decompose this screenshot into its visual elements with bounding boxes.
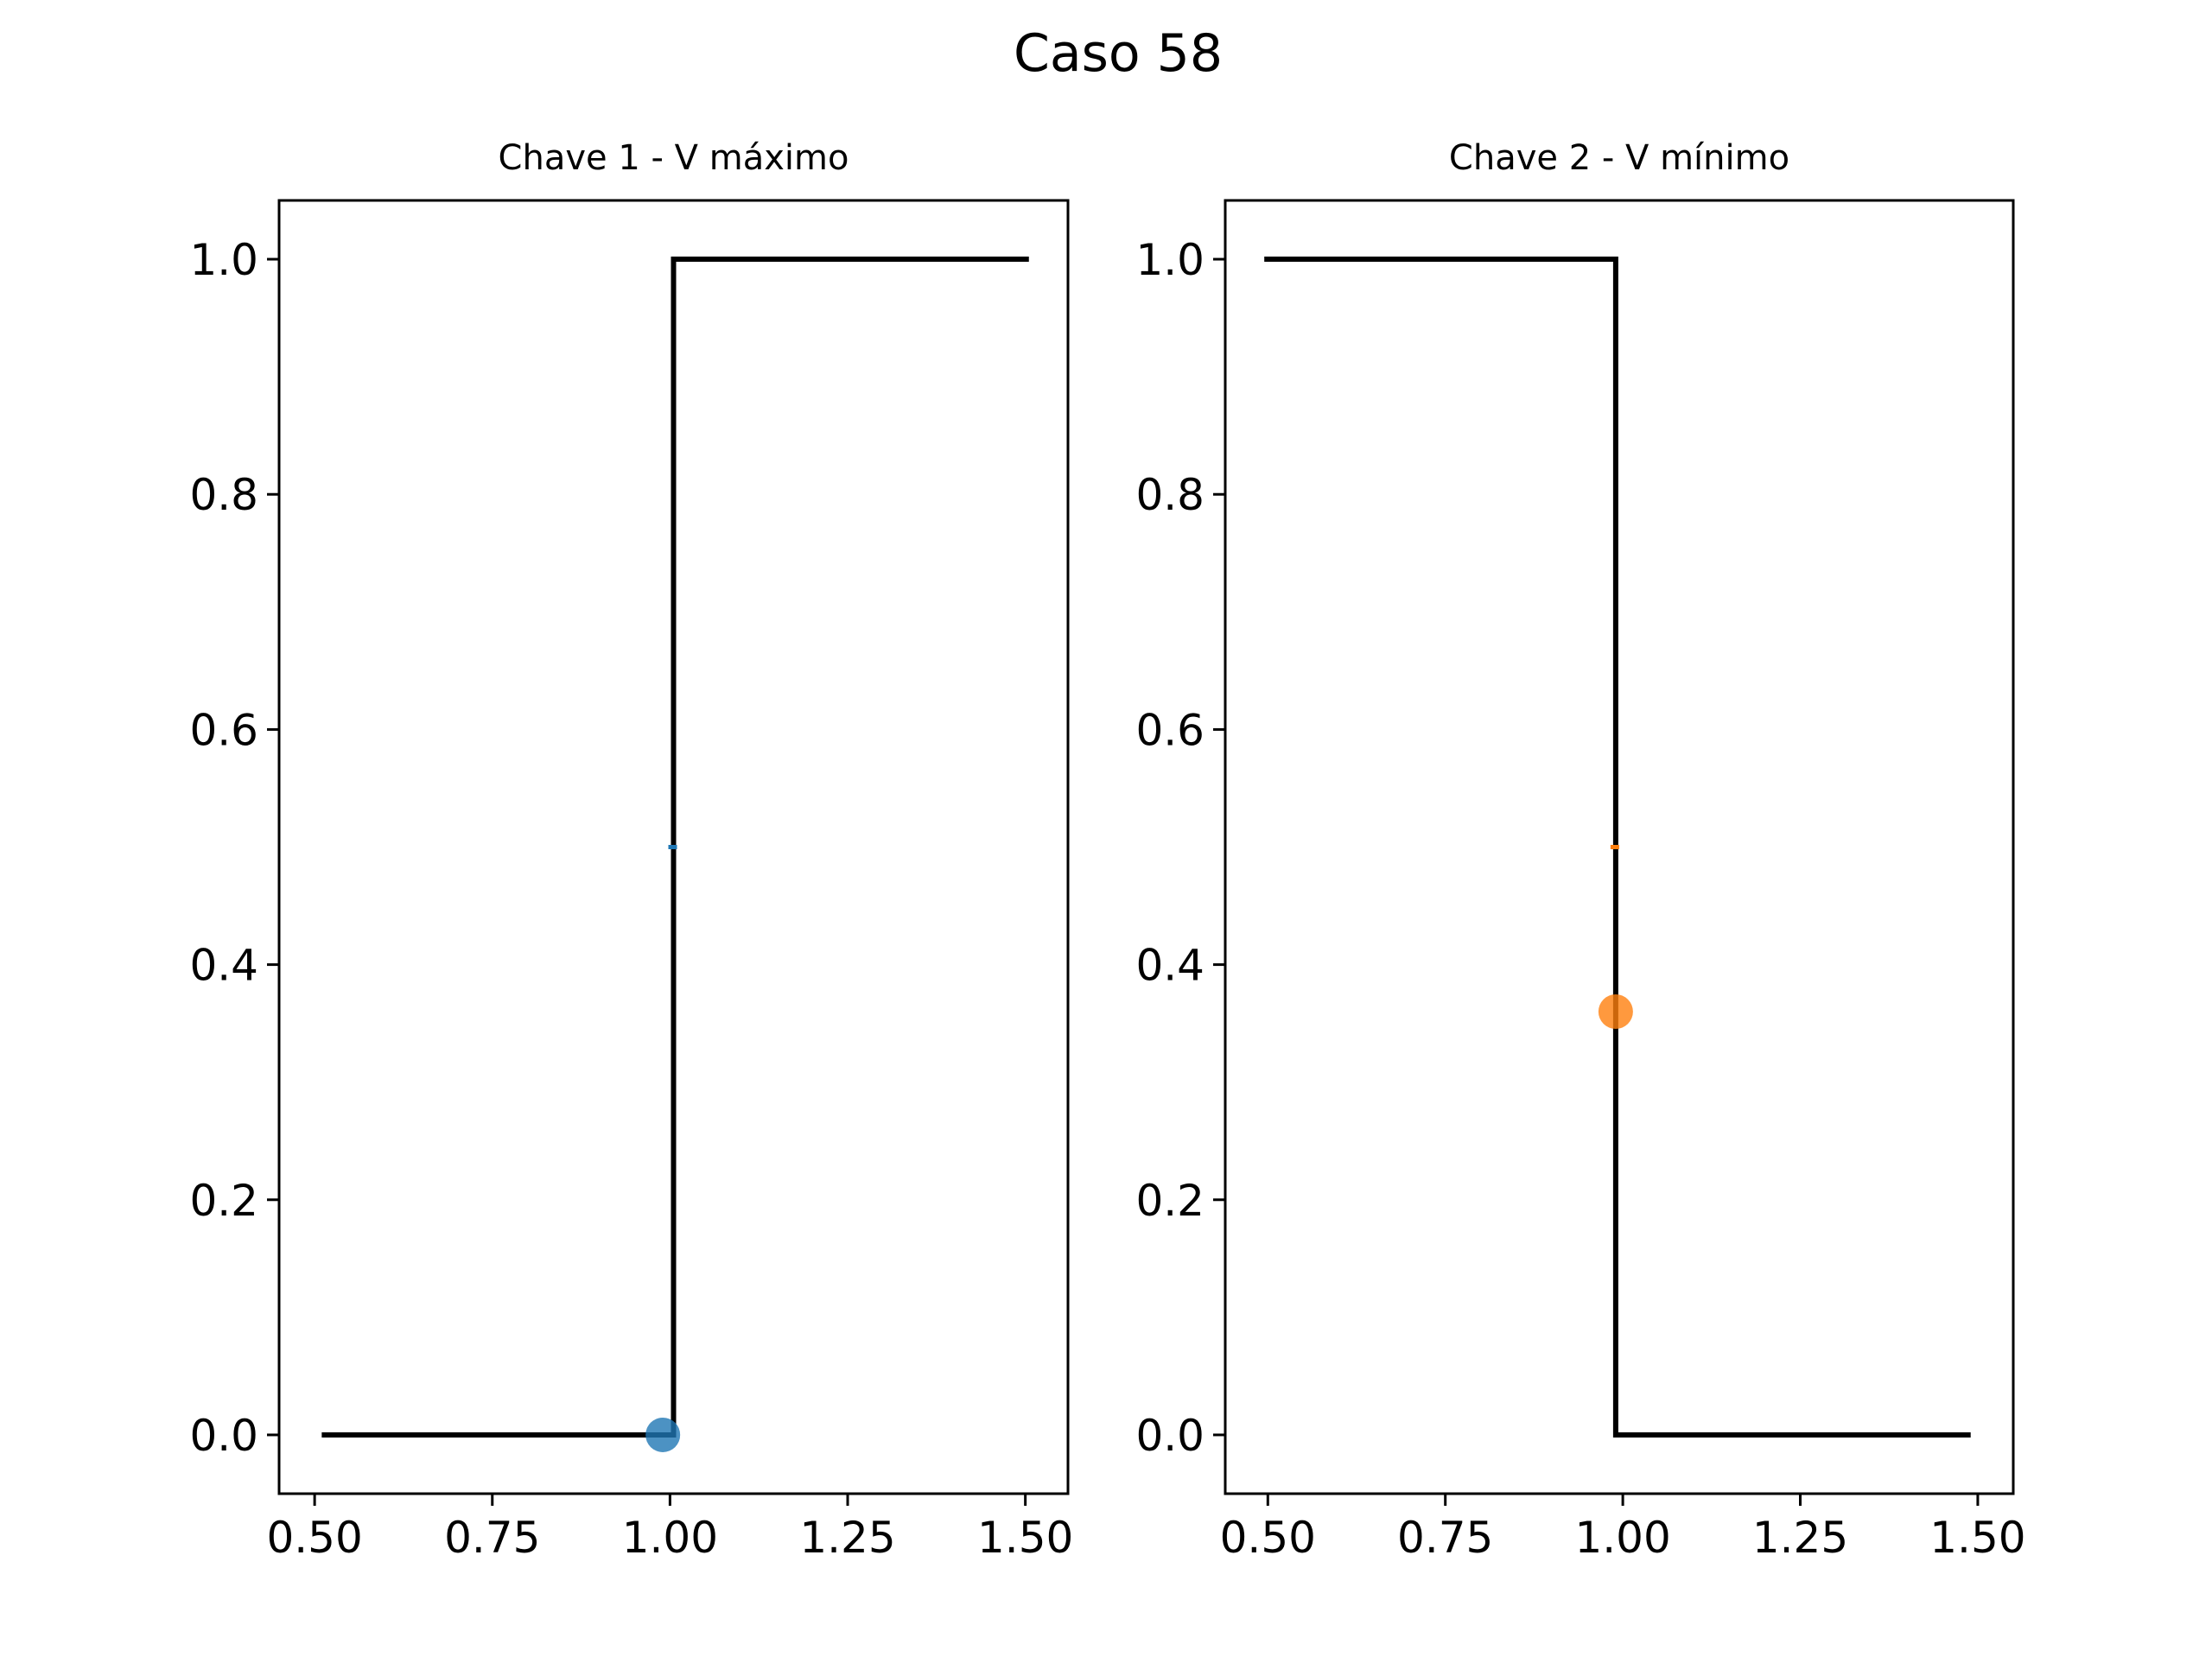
x-tick-label: 1.25 bbox=[1752, 1513, 1848, 1563]
y-tick-label: 0.6 bbox=[189, 705, 258, 755]
x-tick-label: 1.00 bbox=[622, 1513, 718, 1563]
y-tick-label: 0.8 bbox=[1135, 470, 1205, 520]
y-tick-label: 0.4 bbox=[189, 941, 258, 991]
y-tick-label: 0.4 bbox=[1135, 941, 1205, 991]
x-tick-label: 1.25 bbox=[799, 1513, 895, 1563]
y-tick-label: 1.0 bbox=[189, 235, 258, 285]
y-tick-label: 0.2 bbox=[189, 1176, 258, 1226]
y-tick-label: 0.8 bbox=[189, 470, 258, 520]
x-tick-label: 0.75 bbox=[1397, 1513, 1493, 1563]
y-tick-label: 0.2 bbox=[1135, 1176, 1205, 1226]
x-tick-label: 1.50 bbox=[977, 1513, 1073, 1563]
figure-title: Caso 58 bbox=[1014, 23, 1223, 84]
x-tick-label: 0.50 bbox=[1220, 1513, 1316, 1563]
x-tick-label: 1.00 bbox=[1574, 1513, 1670, 1563]
x-tick-label: 0.50 bbox=[266, 1513, 362, 1563]
y-tick-label: 0.0 bbox=[189, 1411, 258, 1461]
y-tick-label: 0.0 bbox=[1135, 1411, 1205, 1461]
data-point bbox=[645, 1417, 681, 1452]
axes-frame bbox=[277, 199, 1070, 1495]
subplot-title: Chave 2 - V mínimo bbox=[1449, 138, 1789, 178]
subplot-chave-1: Chave 1 - V máximo 0.50 0.75 1.00 1.25 1.50 0.… bbox=[189, 138, 1073, 1563]
axes-frame bbox=[1224, 199, 2015, 1495]
y-tick-label: 0.6 bbox=[1135, 705, 1205, 755]
subplot-chave-2: Chave 2 - V mínimo 0.50 0.75 1.00 1.25 1.50 0.… bbox=[1135, 138, 2025, 1563]
x-tick-label: 1.50 bbox=[1929, 1513, 2025, 1563]
x-tick-label: 0.75 bbox=[444, 1513, 540, 1563]
subplot-title: Chave 1 - V máximo bbox=[499, 138, 849, 178]
y-tick-label: 1.0 bbox=[1135, 235, 1205, 285]
data-point bbox=[1598, 994, 1633, 1030]
